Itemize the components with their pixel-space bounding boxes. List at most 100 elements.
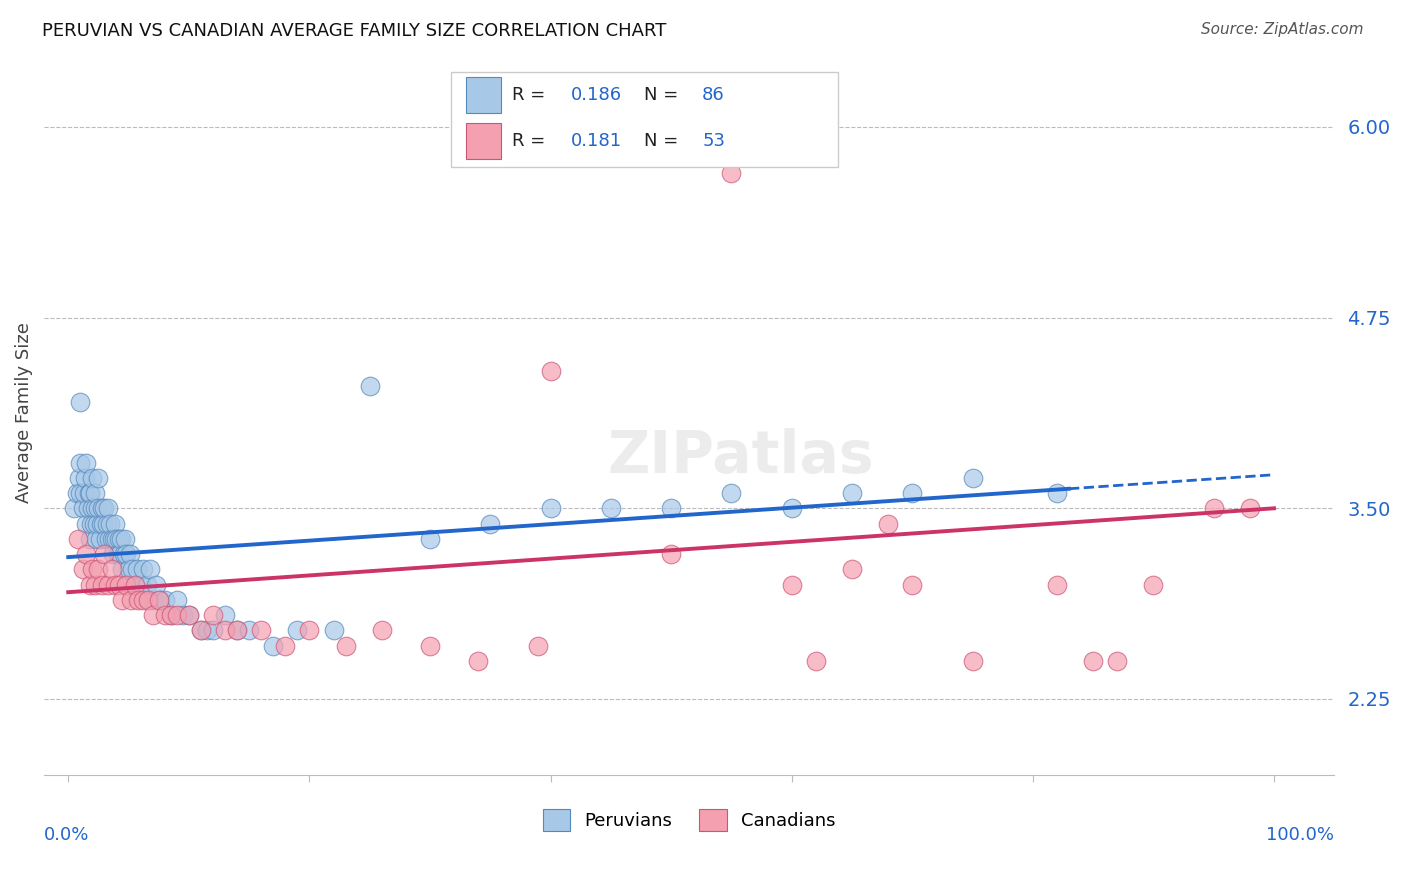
Point — [1142, 577, 1164, 591]
Point — [75, 516, 97, 531]
Point — [804, 654, 827, 668]
Point — [83, 516, 105, 531]
Point — [75, 456, 97, 470]
Point — [80, 516, 103, 531]
Text: Source: ZipAtlas.com: Source: ZipAtlas.com — [1201, 22, 1364, 37]
Point — [120, 592, 142, 607]
Point — [101, 547, 124, 561]
Point — [142, 592, 165, 607]
Point — [720, 486, 742, 500]
Point — [72, 562, 94, 576]
Point — [135, 577, 157, 591]
Point — [83, 577, 105, 591]
Point — [1202, 501, 1225, 516]
Point — [75, 471, 97, 485]
Point — [83, 486, 105, 500]
Point — [66, 532, 89, 546]
Point — [110, 532, 132, 546]
Point — [89, 532, 111, 546]
Point — [214, 624, 236, 638]
Point — [841, 562, 863, 576]
Point — [166, 608, 188, 623]
Point — [226, 624, 249, 638]
Point — [250, 624, 273, 638]
Point — [136, 592, 159, 607]
Point — [132, 592, 155, 607]
Point — [100, 562, 122, 576]
Text: 0.0%: 0.0% — [44, 826, 90, 844]
Point — [125, 562, 148, 576]
Point — [1107, 654, 1129, 668]
Point — [79, 532, 101, 546]
Point — [159, 608, 181, 623]
Point — [112, 547, 135, 561]
Point — [780, 501, 803, 516]
Point — [76, 501, 98, 516]
Point — [98, 532, 121, 546]
Point — [419, 639, 441, 653]
Point — [540, 364, 562, 378]
Point — [540, 501, 562, 516]
Point — [659, 547, 682, 561]
Point — [148, 592, 170, 607]
Point — [659, 501, 682, 516]
Point — [962, 654, 984, 668]
Point — [79, 577, 101, 591]
Point — [69, 456, 91, 470]
Point — [132, 562, 155, 576]
Point — [75, 547, 97, 561]
Point — [111, 592, 134, 607]
Point — [82, 562, 104, 576]
Point — [166, 592, 188, 607]
Point — [100, 532, 122, 546]
Point — [145, 577, 167, 591]
Point — [83, 501, 105, 516]
Point — [153, 592, 176, 607]
Point — [67, 471, 90, 485]
Point — [105, 532, 128, 546]
Point — [298, 624, 321, 638]
Point — [124, 577, 146, 591]
Text: 100.0%: 100.0% — [1267, 826, 1334, 844]
Point — [96, 516, 118, 531]
Point — [479, 516, 502, 531]
Point — [214, 608, 236, 623]
Point — [91, 516, 114, 531]
Point — [142, 608, 165, 623]
Point — [877, 516, 900, 531]
Point — [371, 624, 394, 638]
Point — [104, 516, 127, 531]
Point — [94, 532, 117, 546]
Point — [87, 471, 110, 485]
Point — [124, 577, 146, 591]
Point — [91, 577, 114, 591]
Point — [335, 639, 357, 653]
Text: ZIPatlas: ZIPatlas — [607, 428, 875, 485]
Point — [84, 532, 107, 546]
Point — [901, 486, 924, 500]
Point — [527, 639, 550, 653]
Point — [107, 547, 129, 561]
Point — [285, 624, 308, 638]
Point — [90, 516, 112, 531]
Point — [190, 624, 212, 638]
Point — [66, 486, 89, 500]
Point — [108, 532, 131, 546]
Point — [97, 501, 120, 516]
Point — [87, 562, 110, 576]
Point — [177, 608, 200, 623]
Point — [91, 501, 114, 516]
Point — [111, 562, 134, 576]
Point — [73, 486, 96, 500]
Point — [177, 608, 200, 623]
Point — [599, 501, 621, 516]
Point — [100, 516, 122, 531]
Point — [69, 486, 91, 500]
Point — [238, 624, 260, 638]
Point — [63, 501, 86, 516]
Point — [1239, 501, 1261, 516]
Point — [114, 532, 136, 546]
Point — [149, 592, 172, 607]
Point — [841, 486, 863, 500]
Point — [87, 501, 110, 516]
